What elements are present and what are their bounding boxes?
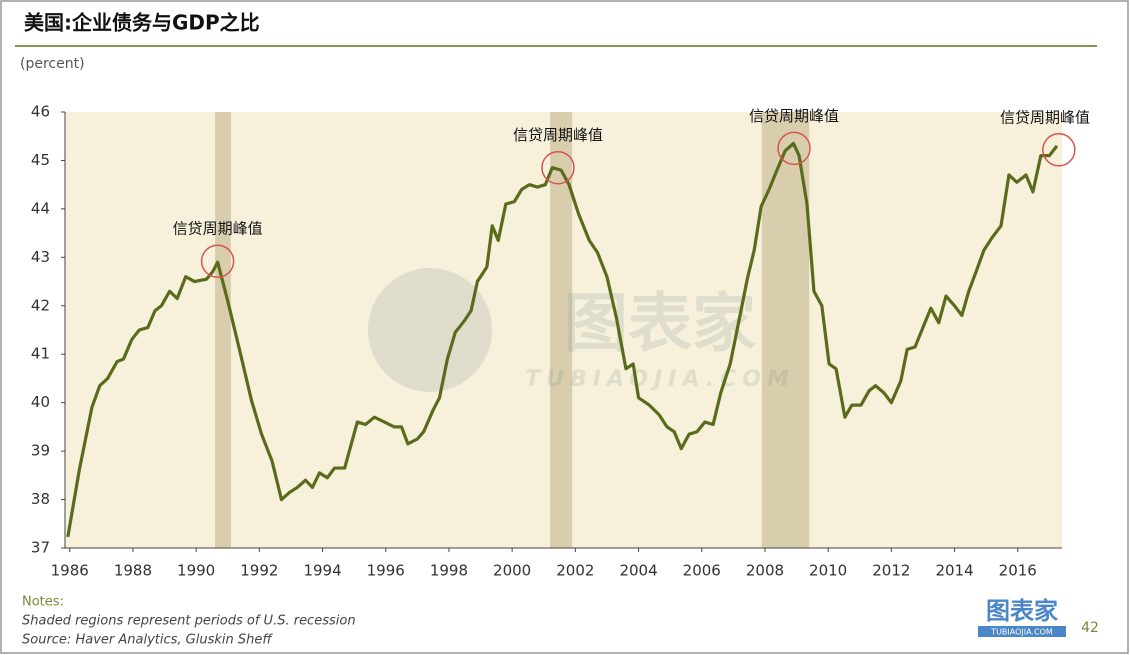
- chart-title: 美国:企业债务与GDP之比: [24, 11, 260, 35]
- x-tick-label: 1998: [430, 562, 468, 580]
- recession-band: [550, 112, 573, 548]
- y-tick-label: 43: [31, 248, 50, 266]
- x-tick-label: 1994: [303, 562, 341, 580]
- x-tick-label: 2002: [556, 562, 594, 580]
- watermark-icon: [368, 268, 492, 392]
- x-tick-label: 2006: [683, 562, 721, 580]
- peak-marker: [777, 131, 811, 166]
- page-number: 42: [1081, 620, 1099, 636]
- y-tick-label: 41: [31, 345, 50, 363]
- watermark: 图表家 TUBIAOJIA.COM: [368, 268, 795, 392]
- logo-bar: [978, 626, 1066, 637]
- x-tick-label: 2010: [809, 562, 847, 580]
- y-tick-label: 40: [31, 393, 50, 411]
- y-tick-label: 42: [31, 296, 50, 314]
- data-line: [66, 141, 1059, 538]
- y-tick-label: 45: [31, 151, 50, 169]
- y-tick-label: 37: [31, 539, 50, 557]
- x-tick-label: 1996: [367, 562, 405, 580]
- x-tick-label: 2008: [746, 562, 784, 580]
- y-tick-label: 46: [31, 103, 50, 121]
- notes-heading: Notes:: [22, 595, 64, 610]
- annotation-label: 信贷周期峰值: [1000, 108, 1090, 126]
- x-tick-label: 2012: [872, 562, 910, 580]
- watermark-sub: TUBIAOJIA.COM: [525, 367, 795, 392]
- y-tick-label: 39: [31, 442, 50, 460]
- annotation-label: 信贷周期峰值: [513, 126, 603, 144]
- logo-sub: TUBIAOJIA.COM: [990, 628, 1053, 637]
- y-axis-label: (percent): [20, 56, 85, 72]
- peak-marker: [541, 150, 575, 185]
- logo-main: 图表家: [986, 597, 1058, 625]
- recession-band: [215, 112, 231, 548]
- watermark-main: 图表家: [564, 288, 756, 362]
- peak-marker: [1042, 133, 1076, 167]
- x-tick-label: 1986: [51, 562, 89, 580]
- x-tick-label: 1992: [240, 562, 278, 580]
- x-tick-label: 1988: [114, 562, 152, 580]
- annotation-label: 信贷周期峰值: [749, 107, 839, 125]
- x-tick-label: 2000: [493, 562, 531, 580]
- x-tick-label: 2016: [999, 562, 1037, 580]
- x-tick-label: 1990: [177, 562, 215, 580]
- note: Source: Haver Analytics, Gluskin Sheff: [22, 633, 273, 648]
- annotation-label: 信贷周期峰值: [173, 220, 263, 238]
- note: Shaded regions represent periods of U.S.…: [22, 614, 356, 629]
- y-tick-label: 38: [31, 490, 50, 508]
- x-tick-label: 2014: [935, 562, 973, 580]
- y-tick-label: 44: [31, 199, 50, 217]
- x-tick-label: 2004: [619, 562, 657, 580]
- peak-marker: [200, 244, 235, 278]
